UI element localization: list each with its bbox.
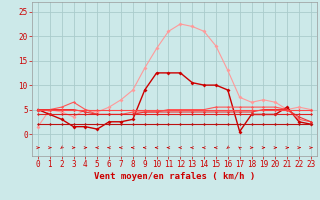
X-axis label: Vent moyen/en rafales ( km/h ): Vent moyen/en rafales ( km/h ): [94, 172, 255, 181]
